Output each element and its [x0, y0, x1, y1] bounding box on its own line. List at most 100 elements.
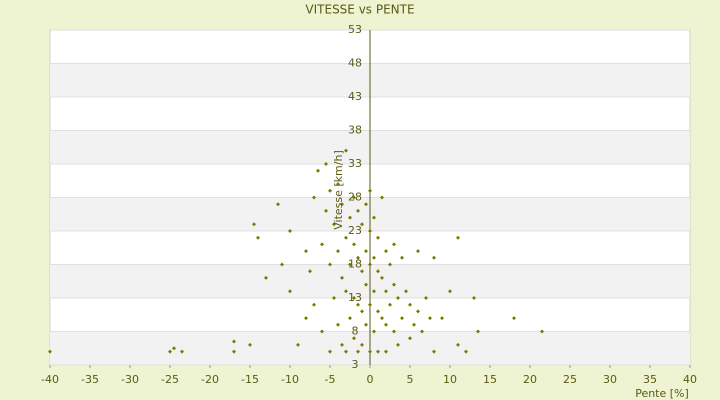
point — [376, 309, 380, 314]
point — [388, 302, 392, 307]
point — [320, 242, 324, 247]
point — [512, 316, 516, 321]
point — [416, 249, 420, 254]
point — [288, 229, 292, 233]
chart-title: VITESSE vs PENTE — [305, 3, 414, 17]
point — [416, 309, 420, 314]
point — [368, 349, 372, 354]
point — [428, 316, 432, 321]
y-tick-label: 48 — [348, 57, 362, 70]
point — [380, 316, 384, 321]
x-tick-label: -15 — [241, 373, 259, 386]
x-tick-label: -10 — [281, 373, 299, 386]
point — [324, 208, 328, 213]
y-tick-label: 18 — [348, 258, 362, 271]
point — [288, 289, 292, 294]
point — [328, 262, 332, 267]
y-axis-title: Vitesse [km/h] — [332, 150, 345, 230]
x-tick-label: -25 — [161, 373, 179, 386]
point — [432, 255, 436, 260]
x-tick-label: -40 — [41, 373, 59, 386]
y-tick-label: 43 — [348, 90, 362, 103]
point — [376, 349, 380, 354]
y-tick-label: 53 — [348, 23, 362, 36]
point — [392, 282, 396, 287]
point — [312, 195, 316, 200]
point — [328, 349, 332, 354]
point — [316, 168, 320, 173]
point — [360, 309, 364, 314]
point — [372, 215, 376, 220]
point — [356, 208, 360, 213]
x-axis-title: Pente [%] — [635, 387, 689, 400]
point — [376, 269, 380, 274]
point — [324, 162, 328, 166]
point — [304, 316, 308, 321]
y-tick-label: 23 — [348, 224, 362, 237]
point — [368, 302, 372, 307]
point — [432, 349, 436, 354]
point — [296, 342, 300, 347]
point — [172, 346, 176, 351]
point — [280, 262, 284, 267]
point — [372, 255, 376, 260]
point — [364, 249, 368, 254]
x-tick-label: 35 — [643, 373, 657, 386]
x-tick-label: 5 — [407, 373, 414, 386]
point — [352, 242, 356, 247]
x-tick-label: 40 — [683, 373, 697, 386]
point — [456, 342, 460, 347]
point — [440, 316, 444, 321]
point — [448, 289, 452, 294]
point — [372, 289, 376, 294]
point — [336, 322, 340, 327]
point — [264, 275, 268, 280]
y-tick-label: 3 — [352, 358, 359, 371]
point — [408, 336, 412, 341]
point — [424, 296, 428, 300]
x-tick-label: -35 — [81, 373, 99, 386]
point — [332, 222, 336, 227]
point — [320, 329, 324, 334]
point — [540, 329, 544, 334]
point — [348, 262, 352, 267]
point — [352, 296, 356, 300]
point — [368, 188, 372, 193]
point — [368, 229, 372, 233]
point — [360, 222, 364, 227]
point — [232, 339, 236, 344]
point — [180, 349, 184, 354]
point — [348, 215, 352, 220]
point — [352, 336, 356, 341]
x-tick-label: -30 — [121, 373, 139, 386]
point — [360, 269, 364, 274]
y-tick-label: 13 — [348, 291, 362, 304]
point — [384, 289, 388, 294]
point — [476, 329, 480, 334]
point — [364, 282, 368, 287]
point — [360, 342, 364, 347]
point — [344, 235, 348, 240]
point — [348, 316, 352, 321]
point — [384, 322, 388, 327]
point — [400, 316, 404, 321]
point — [336, 249, 340, 254]
point — [356, 349, 360, 354]
point — [344, 289, 348, 294]
y-tick-label: 8 — [352, 325, 359, 338]
point — [392, 242, 396, 247]
y-tick-label: 38 — [348, 124, 362, 137]
point — [396, 342, 400, 347]
x-tick-label: -20 — [201, 373, 219, 386]
point — [356, 302, 360, 307]
point — [372, 329, 376, 334]
point — [464, 349, 468, 354]
point — [352, 195, 356, 200]
point — [252, 222, 256, 227]
point — [232, 349, 236, 354]
point — [332, 296, 336, 300]
point — [336, 182, 340, 187]
point — [256, 235, 260, 240]
x-tick-label: 20 — [523, 373, 537, 386]
